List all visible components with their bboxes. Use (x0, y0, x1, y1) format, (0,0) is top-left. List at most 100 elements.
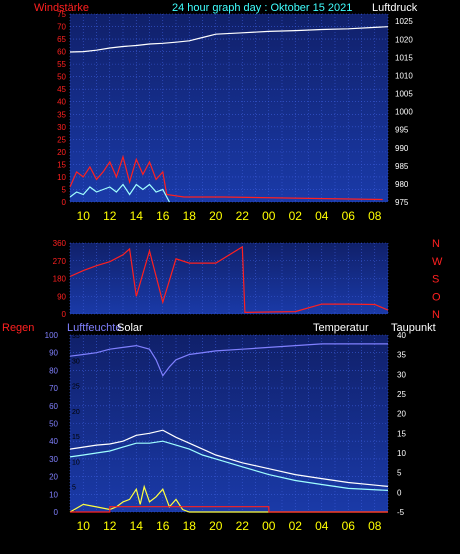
left-tick-label: 50 (49, 420, 58, 429)
left-tick-label: 60 (49, 402, 58, 411)
windstaerke-label: Windstärke (34, 2, 89, 14)
series-line (69, 429, 389, 487)
left-tick-label: 90 (49, 349, 58, 358)
left-tick-label: 40 (57, 98, 66, 107)
left-tick-label: 50 (57, 73, 66, 82)
right-tick-label: 1025 (395, 17, 413, 26)
right-tick-label: 975 (395, 198, 409, 207)
left-tick-label: 65 (57, 35, 66, 44)
left-tick-label: 70 (49, 384, 58, 393)
series-line (69, 154, 383, 201)
left-tick-label: 0 (62, 198, 67, 207)
left-tick-label: 45 (57, 85, 66, 94)
right-tick-label: 15 (397, 429, 406, 438)
x-tick-label: 00 (262, 209, 276, 223)
right-tick-label: 0 (397, 488, 402, 497)
x-tick-label: 20 (209, 209, 223, 223)
series-line (69, 440, 389, 491)
right-tick-label: 20 (397, 410, 406, 419)
x-tick-label: 12 (103, 519, 117, 533)
right-tick-label: 5 (397, 469, 402, 478)
solar-tick-label: 30 (72, 358, 80, 365)
direction-label: O (432, 291, 441, 303)
series-line (69, 245, 389, 314)
right-tick-label: 1015 (395, 53, 413, 62)
series-line (69, 183, 170, 203)
x-tick-label: 06 (342, 519, 356, 533)
right-tick-label: 995 (395, 126, 409, 135)
x-tick-label: 18 (183, 209, 197, 223)
x-tick-label: 08 (368, 209, 382, 223)
x-tick-label: 18 (183, 519, 197, 533)
left-tick-label: 0 (62, 310, 67, 319)
left-tick-label: 10 (57, 173, 66, 182)
left-tick-label: 20 (57, 148, 66, 157)
x-tick-label: 08 (368, 519, 382, 533)
right-tick-label: 35 (397, 351, 406, 360)
regen-label: Regen (2, 322, 34, 334)
left-tick-label: 180 (53, 275, 67, 284)
left-tick-label: 5 (62, 185, 67, 194)
left-tick-label: 55 (57, 60, 66, 69)
direction-label: N (432, 309, 440, 321)
x-tick-label: 04 (315, 519, 329, 533)
solar-label: Solar (117, 322, 143, 334)
x-tick-label: 12 (103, 209, 117, 223)
direction-label: W (432, 256, 443, 268)
solar-tick-label: 0 (72, 510, 76, 517)
left-tick-label: 35 (57, 110, 66, 119)
left-tick-label: 60 (57, 48, 66, 57)
left-tick-label: 15 (57, 160, 66, 169)
direction-label: S (432, 274, 439, 286)
x-tick-label: 16 (156, 519, 170, 533)
solar-tick-label: 25 (72, 384, 80, 391)
left-tick-label: 25 (57, 135, 66, 144)
left-tick-label: 70 (57, 23, 66, 32)
left-tick-label: 100 (45, 331, 59, 340)
x-tick-label: 16 (156, 209, 170, 223)
solar-tick-label: 15 (72, 434, 80, 441)
solar-tick-label: 10 (72, 459, 80, 466)
luftfeuchte-label: Luftfeuchte (67, 322, 121, 334)
series-line (69, 26, 389, 53)
left-tick-label: 0 (54, 508, 59, 517)
right-tick-label: 1020 (395, 35, 413, 44)
x-tick-label: 10 (77, 519, 91, 533)
x-tick-label: 00 (262, 519, 276, 533)
x-tick-label: 10 (77, 209, 91, 223)
left-tick-label: 75 (57, 10, 66, 19)
right-tick-label: 25 (397, 390, 406, 399)
left-tick-label: 270 (53, 257, 67, 266)
chart-title: 24 hour graph day : Oktober 15 2021 (172, 2, 352, 14)
x-tick-label: 14 (130, 209, 144, 223)
left-tick-label: 10 (49, 490, 58, 499)
right-tick-label: 10 (397, 449, 406, 458)
x-tick-label: 14 (130, 519, 144, 533)
x-tick-label: 02 (289, 209, 303, 223)
right-tick-label: 990 (395, 144, 409, 153)
series-line (69, 343, 388, 377)
x-tick-label: 06 (342, 209, 356, 223)
x-tick-label: 20 (209, 519, 223, 533)
right-tick-label: 1005 (395, 90, 413, 99)
right-tick-label: 40 (397, 331, 406, 340)
solar-tick-label: 35 (72, 333, 80, 340)
left-tick-label: 30 (57, 123, 66, 132)
left-tick-label: 20 (49, 473, 58, 482)
left-tick-label: 90 (57, 292, 66, 301)
left-tick-label: 80 (49, 366, 58, 375)
luftdruck-label: Luftdruck (372, 2, 418, 14)
right-tick-label: 1000 (395, 108, 413, 117)
solar-tick-label: 20 (72, 409, 80, 416)
right-tick-label: 1010 (395, 71, 413, 80)
x-tick-label: 02 (289, 519, 303, 533)
x-tick-label: 22 (236, 519, 250, 533)
series-line (70, 506, 388, 513)
taupunkt-label: Taupunkt (391, 322, 436, 334)
x-tick-label: 22 (236, 209, 250, 223)
left-tick-label: 40 (49, 437, 58, 446)
solar-tick-label: 5 (72, 485, 76, 492)
right-tick-label: 30 (397, 370, 406, 379)
direction-label: N (432, 238, 440, 250)
